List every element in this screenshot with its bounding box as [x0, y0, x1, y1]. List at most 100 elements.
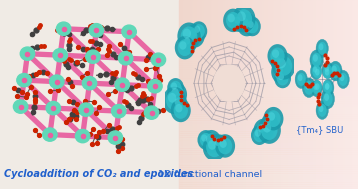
Circle shape: [180, 33, 197, 53]
Bar: [180, 0, 182, 189]
Bar: [179, 147, 358, 149]
Bar: [182, 0, 183, 189]
Bar: [218, 0, 220, 189]
Bar: [179, 56, 358, 59]
Bar: [229, 0, 231, 189]
Circle shape: [228, 14, 235, 22]
Bar: [250, 0, 251, 189]
Circle shape: [304, 81, 314, 95]
Bar: [179, 7, 358, 9]
Bar: [339, 0, 341, 189]
Bar: [179, 47, 358, 49]
Bar: [239, 0, 241, 189]
Bar: [279, 0, 280, 189]
Circle shape: [325, 83, 329, 90]
Bar: [179, 28, 358, 30]
Circle shape: [202, 130, 221, 153]
Bar: [270, 0, 272, 189]
Bar: [179, 132, 358, 134]
Bar: [338, 0, 340, 189]
Bar: [179, 100, 358, 102]
Bar: [188, 0, 190, 189]
Bar: [179, 115, 358, 117]
Circle shape: [319, 105, 323, 112]
Bar: [179, 156, 358, 159]
Bar: [332, 0, 334, 189]
Circle shape: [214, 65, 245, 101]
Circle shape: [313, 66, 317, 73]
Circle shape: [270, 47, 285, 64]
Bar: [179, 187, 358, 189]
Bar: [271, 0, 273, 189]
Circle shape: [215, 139, 221, 146]
Circle shape: [171, 82, 177, 90]
Circle shape: [17, 74, 31, 87]
Circle shape: [219, 139, 227, 148]
Bar: [259, 0, 260, 189]
Circle shape: [174, 102, 188, 119]
Circle shape: [233, 15, 245, 29]
Bar: [179, 26, 358, 28]
Bar: [211, 0, 212, 189]
Bar: [179, 162, 358, 164]
Bar: [333, 0, 334, 189]
Bar: [242, 0, 243, 189]
Bar: [203, 0, 205, 189]
Bar: [222, 0, 223, 189]
Circle shape: [167, 78, 184, 98]
Bar: [335, 0, 337, 189]
Circle shape: [268, 112, 275, 121]
Bar: [299, 0, 301, 189]
Bar: [297, 0, 299, 189]
Bar: [317, 0, 319, 189]
Circle shape: [183, 29, 191, 38]
Bar: [274, 0, 276, 189]
Circle shape: [223, 9, 243, 32]
Circle shape: [148, 80, 162, 93]
Bar: [348, 0, 350, 189]
Bar: [179, 166, 358, 168]
Bar: [300, 0, 301, 189]
Bar: [337, 0, 338, 189]
Bar: [338, 0, 339, 189]
Circle shape: [253, 119, 274, 142]
Bar: [234, 0, 236, 189]
Bar: [314, 0, 316, 189]
Bar: [320, 0, 322, 189]
Bar: [294, 0, 296, 189]
Circle shape: [234, 17, 240, 24]
Circle shape: [340, 74, 344, 81]
Circle shape: [115, 78, 130, 91]
Bar: [200, 0, 201, 189]
Bar: [326, 0, 327, 189]
Circle shape: [313, 82, 321, 94]
Bar: [179, 2, 358, 4]
Bar: [179, 151, 358, 153]
Bar: [196, 0, 198, 189]
Circle shape: [232, 5, 256, 33]
Bar: [254, 0, 256, 189]
Bar: [179, 41, 358, 43]
Circle shape: [236, 9, 252, 29]
Bar: [320, 0, 321, 189]
Bar: [179, 119, 358, 121]
Bar: [179, 104, 358, 106]
Circle shape: [316, 101, 328, 119]
Bar: [344, 0, 345, 189]
Circle shape: [189, 29, 197, 38]
Bar: [206, 0, 208, 189]
Bar: [343, 0, 344, 189]
Circle shape: [302, 78, 316, 98]
Circle shape: [226, 12, 240, 29]
Bar: [179, 75, 358, 77]
Bar: [295, 0, 297, 189]
Bar: [179, 158, 358, 161]
Bar: [273, 0, 275, 189]
Bar: [179, 130, 358, 132]
Bar: [272, 0, 274, 189]
Circle shape: [325, 66, 329, 72]
Bar: [179, 174, 358, 176]
Bar: [189, 0, 190, 189]
Bar: [190, 0, 191, 189]
Bar: [179, 51, 358, 53]
